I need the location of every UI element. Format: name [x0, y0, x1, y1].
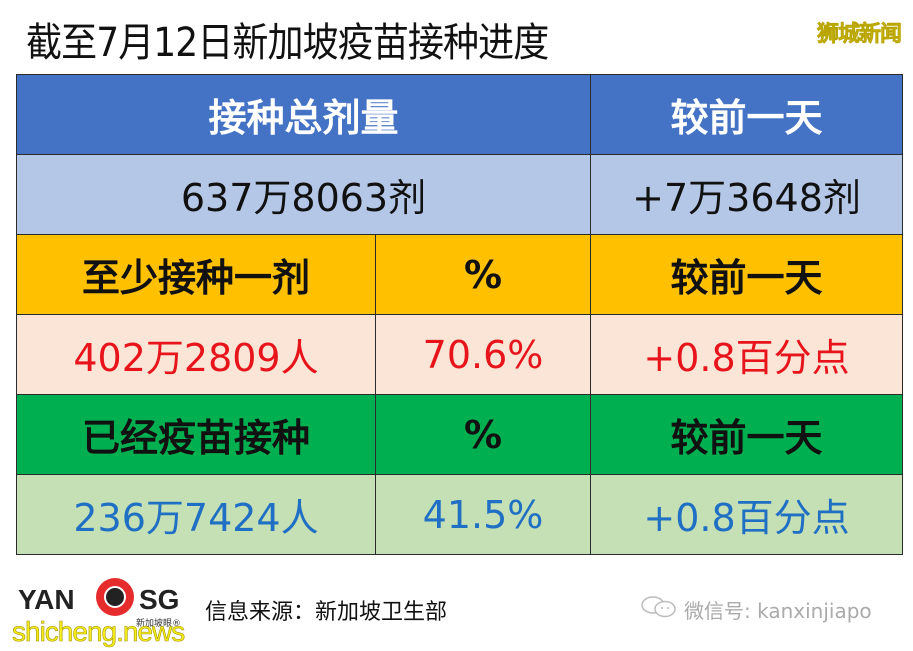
yansg-logo: YAN SG 新加坡眼® shicheng.news [12, 576, 188, 647]
total-doses-header: 接种总剂量 [15, 74, 592, 155]
fully-vaccinated-change: +0.8百分点 [590, 474, 904, 555]
page-title: 截至7月12日新加坡疫苗接种进度 [26, 20, 549, 66]
wechat-id: 微信号: kanxinjiapo [640, 594, 872, 625]
one-dose-change: +0.8百分点 [590, 314, 904, 395]
one-dose-value: 402万2809人 [16, 314, 376, 395]
fully-vaccinated-change-header: 较前一天 [590, 394, 904, 475]
total-doses-change: +7万3648剂 [590, 154, 904, 235]
site-watermark: shicheng.news [12, 616, 186, 648]
vaccination-table: 接种总剂量 较前一天 637万8063剂 +7万3648剂 至少接种一剂 % 较… [15, 74, 904, 555]
one-dose-header-row: 至少接种一剂 % 较前一天 [16, 234, 904, 315]
total-doses-header-row: 接种总剂量 较前一天 [15, 74, 904, 155]
footer: YAN SG 新加坡眼® shicheng.news 信息来源：新加坡卫生部 微… [0, 570, 913, 651]
total-doses-value: 637万8063剂 [15, 154, 592, 235]
total-doses-change-header: 较前一天 [590, 74, 904, 155]
one-dose-header: 至少接种一剂 [16, 234, 376, 315]
logo-subtext: 新加坡眼® [136, 619, 182, 629]
logo-text-right: SG [139, 584, 180, 615]
wechat-label: 微信号: kanxinjiapo [684, 599, 872, 623]
logo-text-left: YAN [18, 584, 75, 615]
wechat-icon [640, 594, 678, 625]
fully-vaccinated-header-row: 已经疫苗接种 % 较前一天 [16, 394, 904, 475]
one-dose-change-header: 较前一天 [590, 234, 904, 315]
fully-vaccinated-pct: 41.5% [374, 474, 592, 555]
fully-vaccinated-header: 已经疫苗接种 [16, 394, 376, 475]
total-doses-value-row: 637万8063剂 +7万3648剂 [15, 154, 904, 235]
fully-vaccinated-pct-header: % [374, 394, 592, 475]
one-dose-value-row: 402万2809人 70.6% +0.8百分点 [16, 314, 904, 395]
brand-watermark: 狮城新闻 [816, 22, 903, 48]
location-pin-icon [96, 578, 134, 616]
one-dose-pct: 70.6% [374, 314, 592, 395]
fully-vaccinated-value-row: 236万7424人 41.5% +0.8百分点 [16, 474, 904, 555]
one-dose-pct-header: % [374, 234, 592, 315]
fully-vaccinated-value: 236万7424人 [16, 474, 376, 555]
data-source: 信息来源：新加坡卫生部 [205, 600, 448, 625]
